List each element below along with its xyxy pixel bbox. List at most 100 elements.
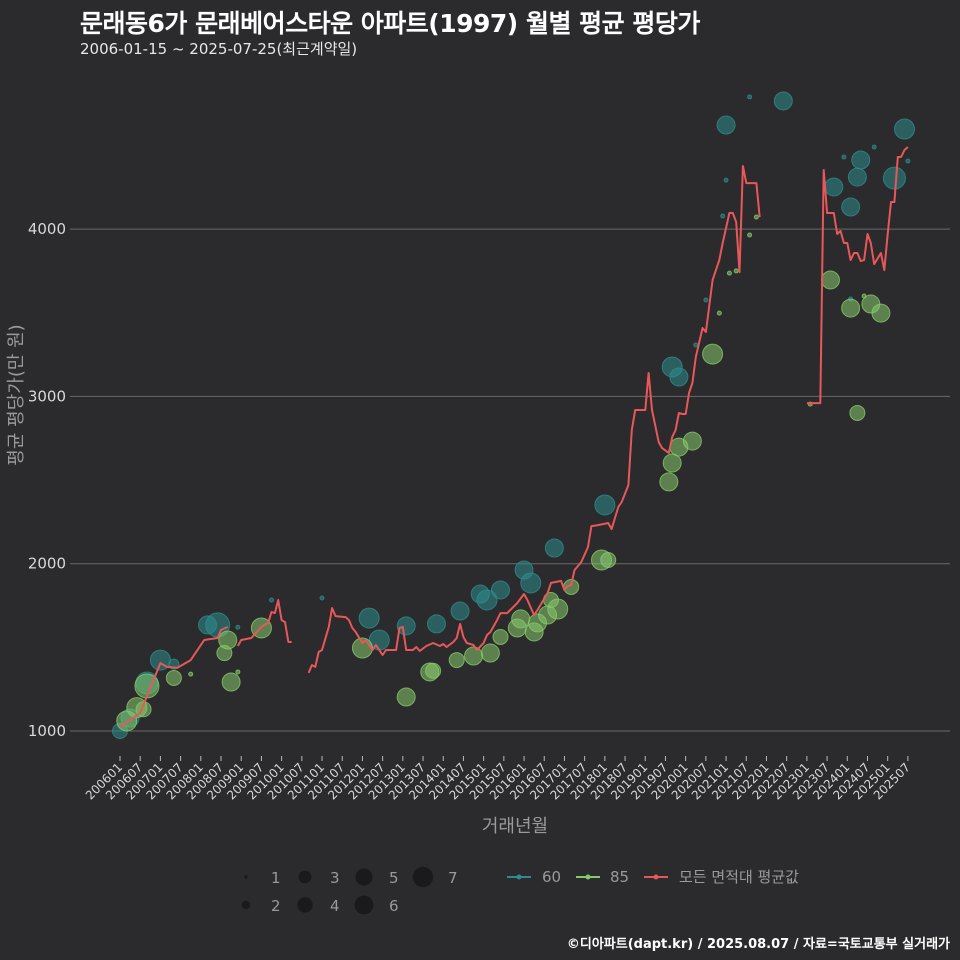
size-legend-circle: [297, 897, 313, 913]
gridlines: [70, 228, 950, 732]
y-tick-label: 3000: [28, 387, 66, 405]
legend-item-85: 85: [576, 868, 629, 886]
source-credit: ©디아파트(dapt.kr) / 2025.08.07 / 자료=국토교통부 실…: [566, 937, 950, 952]
bubble-85: [235, 669, 241, 675]
bubble-85: [464, 646, 484, 666]
legend-label-average: 모든 면적대 평균값: [679, 868, 799, 886]
bubble-60: [544, 538, 564, 558]
size-legend: 1 2 3 4 5 6 7: [241, 866, 458, 915]
bubble-85: [702, 343, 724, 365]
bubble-85: [221, 672, 241, 692]
y-tick-label: 2000: [28, 555, 66, 573]
bubble-85: [218, 630, 238, 650]
size-legend-label: 2: [271, 897, 281, 915]
bubble-85: [682, 431, 702, 451]
bubble-85: [871, 303, 891, 323]
bubble-60: [720, 213, 726, 219]
size-legend-circle: [298, 870, 312, 884]
size-legend-label: 4: [330, 897, 340, 915]
bubble-85: [511, 609, 531, 629]
bubble-85: [747, 232, 753, 238]
size-legend-label: 1: [271, 869, 281, 887]
y-tick-label: 1000: [28, 722, 66, 740]
average-line-segment: [307, 165, 761, 674]
bubble-85: [849, 404, 866, 421]
bubble-60: [490, 580, 510, 600]
legend-label-85: 85: [610, 868, 629, 886]
bubble-60: [703, 297, 709, 303]
legend-item-average: 모든 면적대 평균값: [644, 868, 799, 886]
chart-subtitle: 2006-01-15 ~ 2025-07-25(최근계약일): [80, 40, 358, 58]
size-legend-circle: [355, 868, 373, 886]
legend-label-60: 60: [542, 868, 561, 886]
legend-dot-85: [585, 874, 591, 880]
bubble-60: [426, 614, 446, 634]
size-legend-circle: [244, 875, 248, 879]
x-ticks: 2006012006072007012007072008012008072009…: [83, 756, 913, 803]
size-legend-circle: [412, 866, 434, 888]
bubble-60: [716, 115, 736, 135]
legend: 1 2 3 4 5 6 7 60 85 모든 면적대 평균값: [241, 866, 799, 915]
bubble-85: [188, 671, 194, 677]
bubble-60: [235, 624, 241, 630]
bubble-60: [269, 597, 275, 603]
bubble-60: [882, 166, 906, 190]
bubble-85: [659, 472, 679, 492]
bubble-85: [165, 669, 182, 686]
bubble-60: [358, 607, 380, 629]
bubble-60: [905, 158, 911, 164]
bubble-85: [733, 268, 739, 274]
bubble-85: [425, 662, 442, 679]
bubble-85: [600, 552, 617, 569]
average-line-segment: [119, 625, 229, 728]
bubble-60: [841, 197, 861, 217]
bubble-85: [492, 628, 509, 645]
bubble-60: [476, 589, 498, 611]
legend-dot-60: [516, 874, 522, 880]
size-legend-circle: [354, 895, 374, 915]
bubble-85: [396, 687, 416, 707]
bubble-85: [448, 652, 465, 669]
bubble-85: [480, 643, 500, 663]
bubble-60: [847, 167, 867, 187]
legend-dot-average: [653, 874, 659, 880]
bubble-60: [319, 595, 325, 601]
bubble-60: [594, 494, 616, 516]
bubble-85: [841, 298, 861, 318]
bubble-60: [824, 177, 844, 197]
size-legend-circle: [241, 900, 251, 910]
size-legend-label: 6: [389, 897, 399, 915]
y-tick-label: 4000: [28, 220, 66, 238]
bubble-60: [693, 342, 699, 348]
bubble-60: [747, 94, 753, 100]
average-line-segment: [236, 599, 292, 647]
bubble-60: [773, 91, 793, 111]
y-axis-label: 평균 평당가(만 원): [6, 324, 27, 465]
bubble-60: [520, 572, 542, 594]
x-axis-label: 거래년월: [482, 816, 548, 837]
bubble-60: [669, 367, 689, 387]
bubble-60: [396, 616, 416, 636]
bubble-85: [726, 270, 732, 276]
chart-title: 문래동6가 문래베어스타운 아파트(1997) 월별 평균 평당가: [80, 9, 700, 38]
legend-item-60: 60: [507, 868, 561, 886]
bubble-85: [753, 214, 759, 220]
bubble-60: [450, 601, 470, 621]
bubble-85: [820, 270, 840, 290]
size-legend-label: 3: [330, 869, 340, 887]
size-legend-label: 7: [448, 869, 458, 887]
bubble-60: [841, 154, 847, 160]
bubble-60: [851, 150, 871, 170]
bubble-60: [723, 177, 729, 183]
average-line: [119, 146, 909, 728]
average-line-segment: [806, 146, 909, 405]
bubble-60: [871, 144, 877, 150]
y-tick-labels: 1000 2000 3000 4000: [28, 220, 66, 740]
bubble-85: [547, 598, 569, 620]
bubbles: [112, 91, 916, 739]
bubble-85: [662, 453, 682, 473]
bubble-60: [894, 118, 916, 140]
size-legend-label: 5: [389, 869, 399, 887]
bubble-85: [716, 310, 722, 316]
